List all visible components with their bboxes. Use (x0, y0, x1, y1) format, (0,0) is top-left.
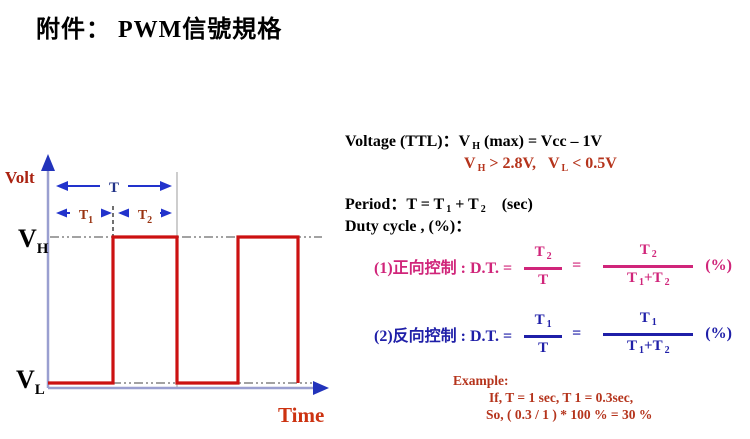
fraction-bar (524, 334, 563, 338)
fraction-bar (603, 332, 694, 336)
voltage-spec-rest: (max) = Vcc – 1V (479, 133, 603, 150)
formula1-label: (1)正向控制 : D.T. = (374, 260, 513, 277)
period-t: T (406, 196, 417, 213)
vh-level-label: VH (18, 224, 49, 257)
fraction-bar (524, 266, 563, 270)
vl-level-label: VL (16, 365, 45, 398)
example-block: Example: If, T = 1 sec, T 1 = 0.3sec, So… (453, 372, 652, 423)
duty-cycle-line: Duty cycle , (%)： (345, 212, 471, 236)
t2-arrow-left-head-icon (118, 208, 129, 218)
range-vl: V (547, 155, 560, 172)
period-eq: = (416, 196, 434, 213)
t2-label: T2 (138, 208, 152, 226)
t2-arrow-right-head-icon (161, 208, 172, 218)
period-arrow-left-head-icon (56, 181, 68, 191)
voltage-vh-sub: H (472, 141, 480, 152)
period-t1: T (433, 196, 445, 213)
fraction-bar (603, 264, 694, 268)
range-vh-sub: H (477, 163, 486, 174)
formula1-equals: = (572, 257, 582, 274)
period-t1-sub: 1 (446, 204, 452, 215)
duty-cycle-label: Duty cycle , (%)： (345, 218, 472, 235)
formula2-label: (2)反向控制 : D.T. = (374, 328, 513, 345)
range-vh: V (464, 155, 476, 172)
y-axis-label: Volt (5, 168, 35, 187)
example-line-2: So, ( 0.3 / 1 ) * 100 % = 30 % (486, 407, 653, 422)
x-axis-arrowhead-icon (313, 381, 329, 395)
pwm-waveform-diagram: T T1 T2 Volt Time VH VL (5, 154, 329, 427)
page-title: 附件： PWM信號規格 (36, 17, 283, 43)
example-line-1: If, T = 1 sec, T 1 = 0.3sec, (489, 390, 634, 405)
formula2-percent: (%) (705, 325, 732, 342)
t1-arrow-right-head-icon (101, 208, 112, 218)
formula2-equals: = (572, 325, 582, 342)
range-a: > 2.8V, (485, 155, 536, 172)
example-title: Example: (453, 373, 509, 388)
formula1-percent: (%) (705, 257, 732, 274)
range-b: < 0.5V (568, 155, 617, 172)
period-t2: T (468, 196, 479, 213)
pwm-square-wave (48, 235, 300, 385)
period-plus: + (451, 196, 469, 213)
period-unit: (sec) (501, 196, 533, 213)
voltage-vh: V (458, 133, 471, 150)
t1-label: T1 (79, 208, 93, 226)
voltage-spec-label: Voltage (TTL)： (345, 133, 459, 150)
t1-arrow-left-head-icon (56, 208, 67, 218)
period-arrow-right-head-icon (160, 181, 172, 191)
period-spec-label: Period： (345, 196, 407, 213)
period-label: T (109, 180, 119, 196)
period-t2-sub: 2 (480, 204, 486, 215)
x-axis-label: Time (278, 403, 324, 427)
y-axis-arrowhead-icon (41, 154, 55, 171)
voltage-spec-line: Voltage (TTL)：V H (max) = Vcc – 1V (345, 127, 602, 152)
range-vl-sub: L (561, 163, 569, 174)
